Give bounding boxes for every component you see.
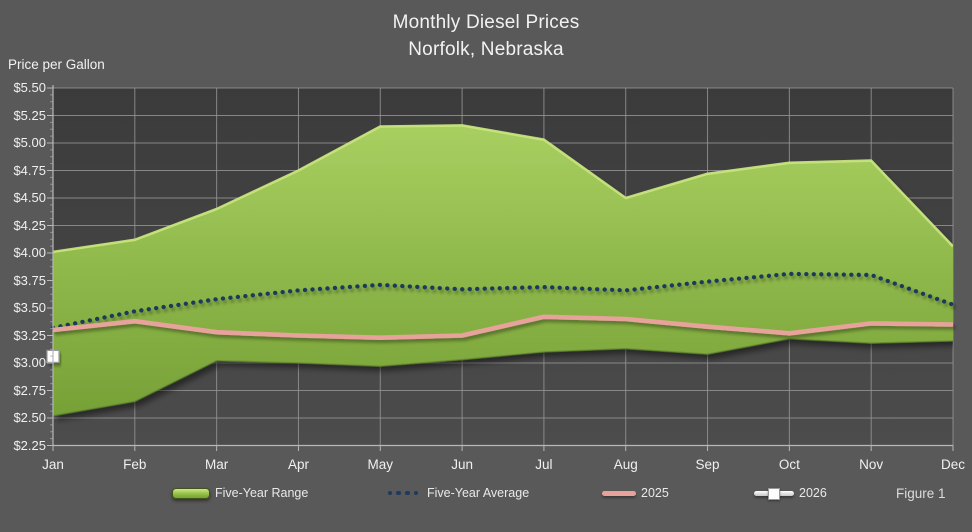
y-tick-label: $3.00	[13, 355, 46, 370]
legend-swatch-dotted-icon	[384, 490, 422, 496]
legend-swatch-range-icon	[172, 487, 210, 499]
legend-swatch-line-icon	[602, 490, 636, 496]
y-tick-label: $2.75	[13, 382, 46, 398]
x-tick-label: Sep	[695, 457, 720, 472]
x-tick-label: Jul	[535, 457, 553, 472]
y-tick-label: $5.00	[13, 135, 46, 150]
x-tick-label: Feb	[123, 457, 147, 472]
y-tick-label: $3.25	[13, 327, 46, 343]
y-tick-label: $4.50	[13, 190, 46, 205]
chart-title-line1: Monthly Diesel Prices	[392, 12, 580, 33]
legend-swatch-line-marker-icon	[754, 487, 794, 500]
legend-item-five-year-average: Five-Year Average	[384, 483, 529, 503]
x-tick-label: Apr	[287, 457, 309, 472]
chart-title-line2: Norfolk, Nebraska	[408, 39, 564, 60]
y-tick-label: $5.25	[13, 107, 46, 123]
legend-item-2026: 2026	[754, 483, 827, 503]
x-tick-label: Nov	[859, 457, 884, 472]
x-tick-label: Aug	[613, 457, 638, 472]
x-tick-label: Jun	[451, 457, 473, 472]
x-tick-label: May	[367, 457, 394, 472]
legend-label: Five-Year Range	[215, 486, 309, 500]
y-tick-label: $3.50	[13, 300, 46, 315]
x-tick-label: Jan	[42, 457, 64, 472]
x-tick-label: Oct	[778, 457, 800, 472]
figure-caption: Figure 1	[896, 486, 946, 501]
x-tick-label: Mar	[205, 457, 229, 472]
y-tick-label: $2.50	[13, 410, 46, 425]
legend-label: Five-Year Average	[427, 486, 530, 500]
y-tick-label: $4.75	[13, 162, 46, 178]
legend-item-five-year-range: Five-Year Range	[172, 483, 308, 503]
y-tick-label: $2.25	[13, 437, 46, 453]
legend-label: 2025	[641, 486, 669, 500]
chart-title: Monthly Diesel Prices Norfolk, Nebraska	[0, 9, 972, 63]
legend-label: 2026	[799, 486, 827, 500]
y-axis-title: Price per Gallon	[8, 57, 105, 72]
legend-item-2025: 2025	[602, 483, 669, 503]
chart-legend: Five-Year Range Five-Year Average 2025 2026	[0, 483, 972, 503]
y-tick-label: $3.75	[13, 272, 46, 288]
y-tick-label: $4.25	[13, 217, 46, 233]
x-tick-label: Dec	[940, 457, 965, 472]
y-tick-label: $4.00	[13, 245, 46, 260]
y-tick-label: $5.50	[13, 80, 46, 95]
